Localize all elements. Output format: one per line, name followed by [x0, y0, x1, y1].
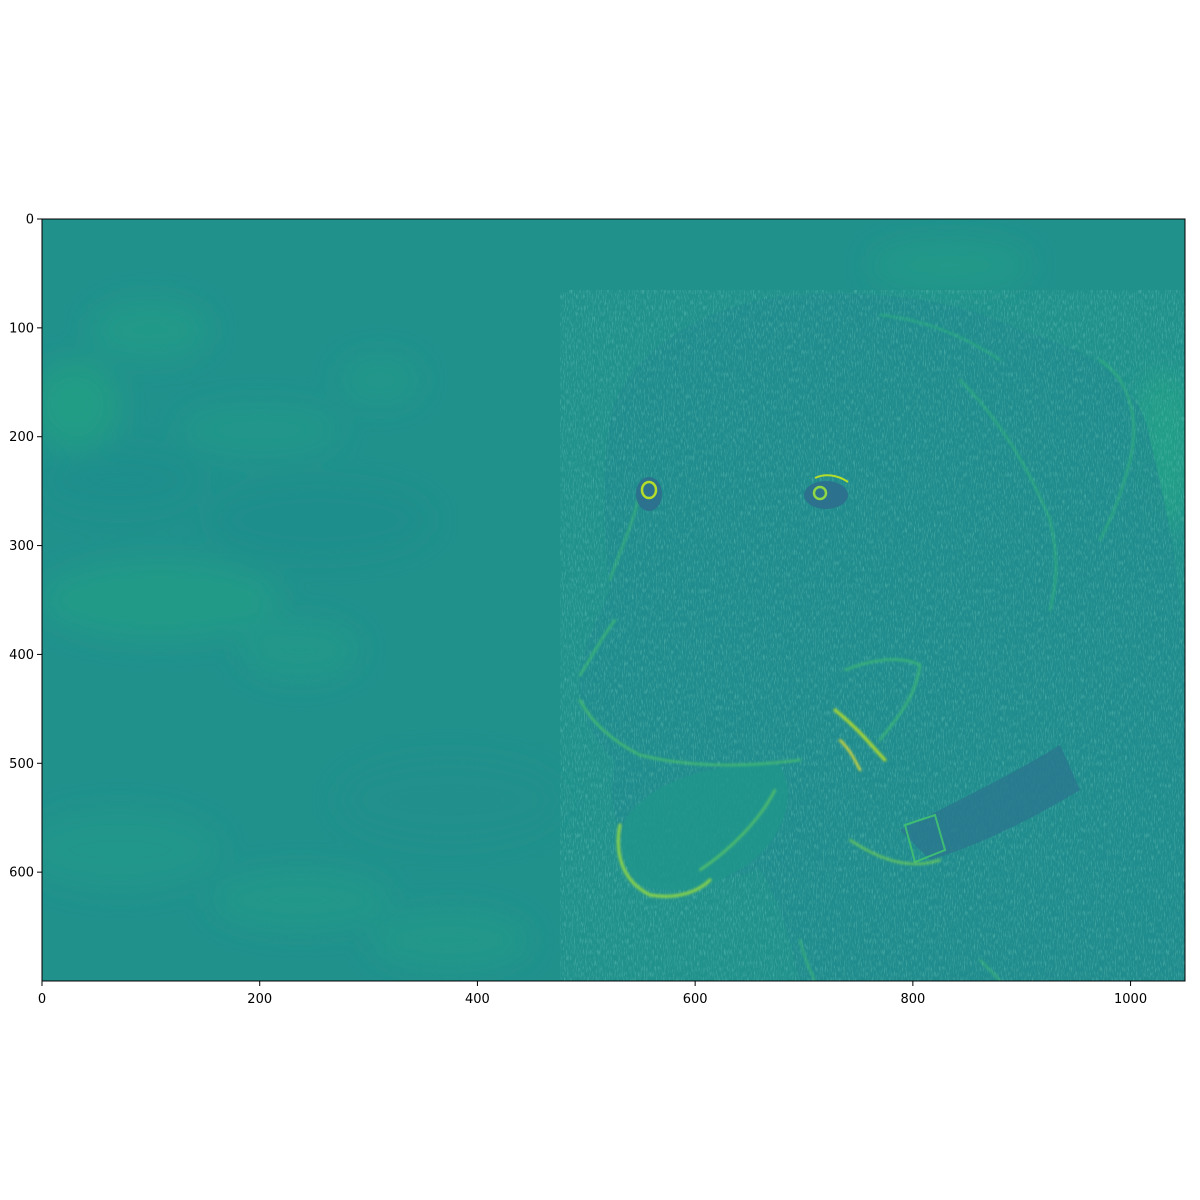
y-tick-label: 600	[9, 866, 34, 881]
y-tick-label: 300	[9, 539, 34, 554]
image-area	[42, 219, 1185, 981]
x-tick-label: 200	[247, 992, 272, 1007]
x-axis: 0 200 400 600 800 1000	[38, 981, 1147, 1007]
x-tick-label: 400	[465, 992, 490, 1007]
y-axis: 0 100 200 300 400 500 600	[9, 213, 42, 881]
collar-buckle	[903, 813, 947, 864]
x-tick-label: 800	[900, 992, 925, 1007]
y-tick-label: 500	[9, 757, 34, 772]
y-tick-label: 200	[9, 430, 34, 445]
x-tick-label: 600	[683, 992, 708, 1007]
axes-frame	[41, 218, 1186, 982]
y-tick-label: 400	[9, 648, 34, 663]
edge-lines	[579, 314, 1135, 981]
x-tick-label: 1000	[1114, 992, 1147, 1007]
x-tick-label: 0	[38, 992, 46, 1007]
background-blotches	[42, 240, 1185, 970]
left-eye	[636, 477, 662, 511]
collar	[900, 745, 1080, 860]
right-eye	[804, 474, 849, 509]
y-tick-label: 0	[26, 213, 34, 228]
tongue	[622, 764, 788, 891]
y-tick-label: 100	[9, 321, 34, 336]
